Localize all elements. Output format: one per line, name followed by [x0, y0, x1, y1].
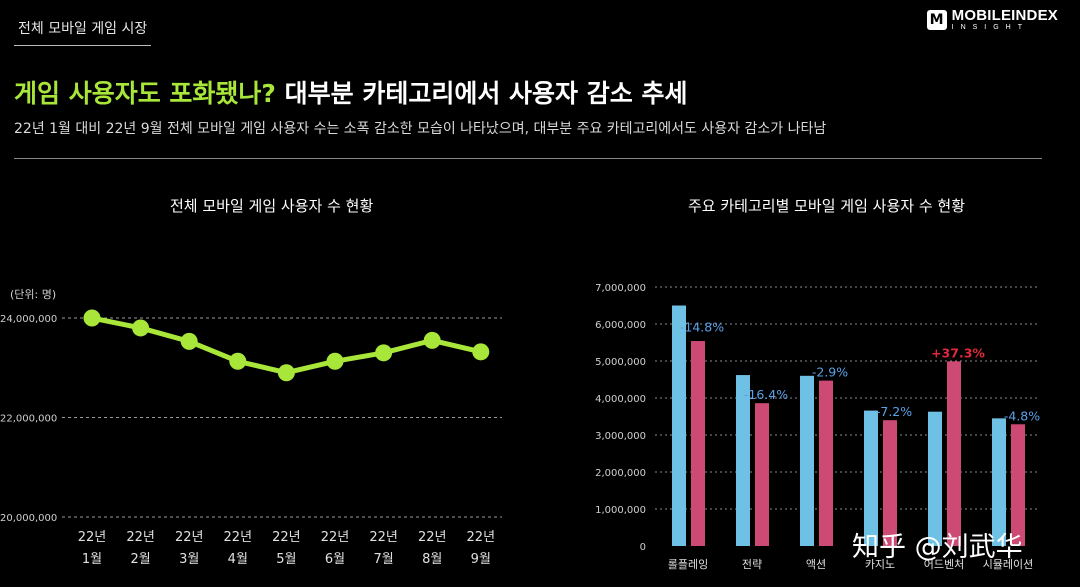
- logo-icon: M: [926, 9, 947, 30]
- bar-series-1: [928, 411, 942, 546]
- x-tick-label-month: 6월: [325, 552, 345, 567]
- change-label: -7.2%: [876, 404, 912, 419]
- category-label: 액션: [806, 558, 826, 571]
- bar-series-2: [819, 380, 833, 546]
- category-label: 전략: [742, 558, 762, 571]
- data-point: [83, 309, 101, 327]
- x-tick-label-year: 22년: [418, 530, 447, 545]
- x-tick-label-month: 8월: [422, 552, 442, 567]
- x-tick-label-month: 5월: [276, 552, 296, 567]
- data-point: [132, 319, 150, 337]
- x-tick-label-year: 22년: [126, 530, 155, 545]
- x-tick-label-month: 4월: [228, 552, 248, 567]
- page-headline: 게임 사용자도 포화됐나? 대부분 카테고리에서 사용자 감소 추세: [14, 74, 687, 110]
- x-tick-label-month: 3월: [179, 552, 199, 567]
- bar-series-2: [755, 403, 769, 546]
- x-tick-label-year: 22년: [321, 530, 350, 545]
- x-tick-label-year: 22년: [175, 530, 204, 545]
- change-label: -2.9%: [812, 365, 848, 380]
- change-label: -4.8%: [1004, 408, 1040, 423]
- y-tick-label: 2,000,000: [595, 468, 646, 479]
- change-label: +37.3%: [931, 345, 985, 360]
- logo-sub-text: INSIGHT: [951, 24, 1030, 31]
- data-point: [375, 344, 393, 362]
- y-tick-label: 22,000,000: [0, 414, 57, 425]
- bar-series-2: [883, 420, 897, 546]
- category-label: 카지노: [865, 558, 895, 571]
- unit-label: (단위: 명): [10, 288, 56, 301]
- page-subtitle: 22년 1월 대비 22년 9월 전체 모바일 게임 사용자 수는 소폭 감소한…: [14, 121, 827, 137]
- y-tick-label: 24,000,000: [0, 314, 57, 325]
- bar-series-2: [691, 341, 705, 546]
- x-tick-label-month: 7월: [373, 552, 393, 567]
- data-point: [326, 352, 344, 370]
- header-divider: [14, 158, 1042, 159]
- brand-logo: M MOBILEINDEX INSIGHT: [926, 7, 1058, 31]
- category-label: 시뮬레이션: [983, 558, 1034, 571]
- bar-series-1: [800, 375, 814, 546]
- bar-series-1: [736, 375, 750, 546]
- headline-highlight: 게임 사용자도 포화됐나?: [14, 79, 276, 108]
- x-tick-label-month: 1월: [82, 552, 102, 567]
- y-tick-label: 1,000,000: [595, 505, 646, 516]
- change-label: -16.4%: [744, 387, 788, 402]
- x-tick-label-month: 2월: [130, 552, 150, 567]
- x-tick-label-year: 22년: [224, 530, 253, 545]
- watermark-text: 知乎 @刘武华: [852, 532, 1023, 563]
- bar-series-1: [864, 410, 878, 546]
- bar-series-2: [1011, 424, 1025, 546]
- bar-chart-title: 주요 카테고리별 모바일 게임 사용자 수 현황: [688, 197, 966, 215]
- data-point: [277, 364, 295, 382]
- bar-series-1: [992, 418, 1006, 546]
- data-point: [423, 331, 441, 349]
- y-tick-label: 6,000,000: [595, 320, 646, 331]
- category-label: 롤플레잉: [668, 558, 708, 571]
- data-point: [229, 352, 247, 370]
- x-tick-label-year: 22년: [467, 530, 496, 545]
- headline-rest: 대부분 카테고리에서 사용자 감소 추세: [275, 79, 688, 108]
- y-tick-label: 3,000,000: [595, 431, 646, 442]
- section-tag: 전체 모바일 게임 시장: [14, 14, 152, 46]
- x-tick-label-year: 22년: [369, 530, 398, 545]
- bar-series-2: [947, 361, 961, 546]
- line-chart-title: 전체 모바일 게임 사용자 수 현황: [170, 197, 374, 215]
- y-tick-label: 5,000,000: [595, 357, 646, 368]
- data-point: [472, 343, 490, 361]
- bar-series-1: [672, 305, 686, 546]
- category-label: 어드벤처: [924, 558, 964, 571]
- change-label: -14.8%: [680, 320, 724, 335]
- x-tick-label-month: 9월: [471, 552, 491, 567]
- y-tick-label: 0: [640, 542, 646, 553]
- data-point: [180, 332, 198, 350]
- line-chart: (단위: 명) 20,000,000 22,000,000 24,000,000 22년…: [0, 288, 502, 567]
- y-tick-label: 7,000,000: [595, 283, 646, 294]
- x-tick-label-year: 22년: [78, 530, 107, 545]
- y-tick-label: 20,000,000: [0, 513, 57, 524]
- y-tick-label: 4,000,000: [595, 394, 646, 405]
- x-tick-label-year: 22년: [272, 530, 301, 545]
- logo-main-text: MOBILEINDEX: [951, 7, 1058, 24]
